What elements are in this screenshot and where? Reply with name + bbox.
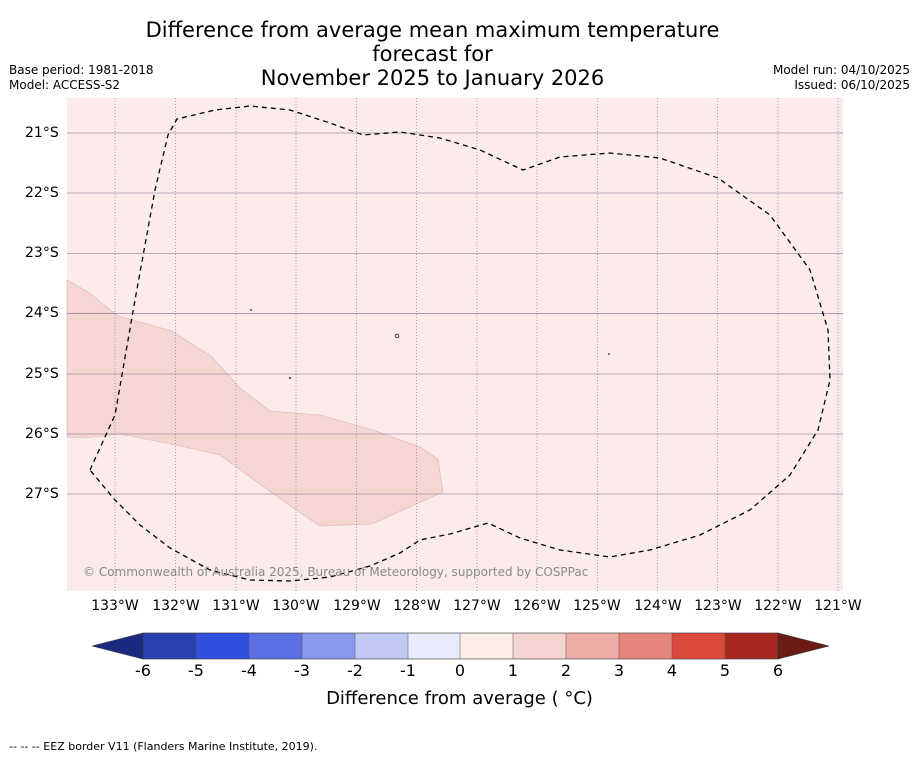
lon-label-133w: 133°W [91, 598, 139, 614]
lon-label-126w: 126°W [513, 598, 561, 614]
model-run: Model run: 04/10/2025 [772, 63, 910, 77]
colorbar-tick: 1 [507, 661, 519, 680]
colorbar-frame [142, 632, 779, 660]
chart-title: Difference from average mean maximum tem… [100, 18, 765, 90]
island-marker [250, 309, 252, 311]
colorbar-bin-0-1 [460, 633, 513, 659]
title-line-2: November 2025 to January 2026 [260, 66, 605, 90]
copyright-notice: © Commonwealth of Australia 2025, Bureau… [83, 565, 589, 579]
eez-footnote: -- -- -- EEZ border V11 (Flanders Marine… [9, 740, 318, 753]
colorbar-bin-neg6-neg5 [143, 633, 196, 659]
colorbar-bin-1-2 [513, 633, 566, 659]
colorbar-tick: -6 [135, 661, 151, 680]
issued-date: Issued: 06/10/2025 [794, 78, 910, 92]
colorbar-bin-neg4-neg3 [249, 633, 302, 659]
lat-label-27s: 27°S [25, 486, 59, 502]
island-marker [289, 377, 291, 379]
lon-label-128w: 128°W [393, 598, 441, 614]
colorbar-bin-5-6 [725, 633, 778, 659]
meta-right: Model run: 04/10/2025 Issued: 06/10/2025 [773, 63, 910, 93]
island-marker [608, 353, 610, 355]
colorbar-tick: -3 [294, 661, 310, 680]
lat-label-22s: 22°S [25, 185, 59, 201]
colorbar-bin-neg1-0 [408, 633, 460, 659]
lon-label-123w: 123°W [694, 598, 742, 614]
lat-label-25s: 25°S [25, 366, 59, 382]
colorbar-tick: -1 [400, 661, 416, 680]
lon-label-127w: 127°W [453, 598, 501, 614]
lon-label-131w: 131°W [212, 598, 260, 614]
colorbar-tick: 3 [613, 661, 625, 680]
colorbar-tick: 0 [454, 661, 466, 680]
model-name: Model: ACCESS-S2 [9, 78, 121, 92]
colorbar-bin-neg2-neg1 [355, 633, 408, 659]
parallel-gridlines [67, 132, 843, 495]
colorbar-bin-neg3-neg2 [302, 633, 355, 659]
lon-label-122w: 122°W [754, 598, 802, 614]
lon-label-132w: 132°W [152, 598, 200, 614]
anomaly-patch-1-to-2 [66, 279, 444, 527]
eez-border [89, 105, 831, 582]
lon-label-125w: 125°W [573, 598, 621, 614]
map-background [67, 98, 843, 591]
colorbar-bin-2-3 [566, 633, 619, 659]
colorbar-bin-3-4 [619, 633, 672, 659]
colorbar-separators [195, 633, 726, 659]
colorbar-tick: -2 [347, 661, 363, 680]
colorbar-tick: 4 [666, 661, 678, 680]
lat-label-23s: 23°S [25, 245, 59, 261]
colorbar-tick: 6 [772, 661, 784, 680]
island-marker [394, 333, 400, 339]
colorbar-bin-neg5-neg4 [196, 633, 249, 659]
colorbar [91, 632, 830, 660]
meta-left: Base period: 1981-2018 Model: ACCESS-S2 [9, 63, 154, 93]
lat-label-26s: 26°S [25, 426, 59, 442]
lon-label-121w: 121°W [814, 598, 862, 614]
lon-label-130w: 130°W [272, 598, 320, 614]
title-line-1: Difference from average mean maximum tem… [145, 18, 720, 66]
colorbar-tick: 2 [560, 661, 572, 680]
meridian-gridlines [114, 98, 839, 591]
colorbar-bin-4-5 [672, 633, 725, 659]
colorbar-tick: 5 [719, 661, 731, 680]
colorbar-tick: -5 [188, 661, 204, 680]
colorbar-high-extend [777, 632, 830, 660]
base-period: Base period: 1981-2018 [9, 63, 154, 77]
lat-label-24s: 24°S [25, 305, 59, 321]
colorbar-low-extend [91, 632, 144, 660]
colorbar-tick: -4 [241, 661, 257, 680]
lat-label-21s: 21°S [25, 125, 59, 141]
lon-label-124w: 124°W [634, 598, 682, 614]
colorbar-title: Difference from average ( °C) [326, 688, 593, 709]
lon-label-129w: 129°W [333, 598, 381, 614]
